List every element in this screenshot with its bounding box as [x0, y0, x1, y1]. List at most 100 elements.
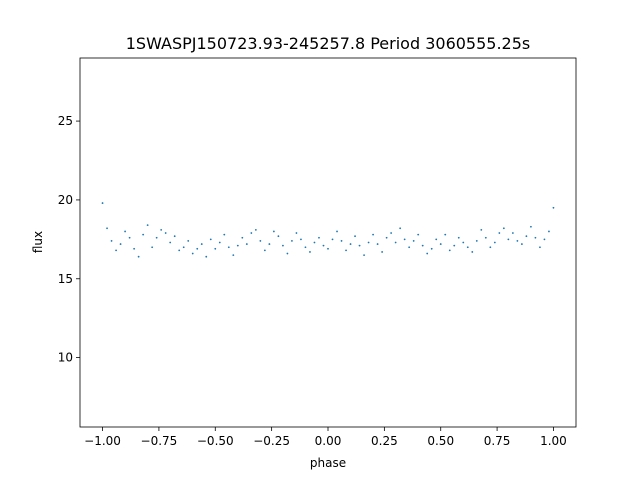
- data-point: [385, 236, 388, 239]
- data-point: [525, 235, 528, 238]
- data-point: [466, 246, 469, 249]
- data-point: [435, 238, 438, 241]
- data-point: [295, 232, 298, 234]
- data-point: [444, 233, 447, 236]
- data-point: [282, 244, 284, 247]
- data-point: [552, 206, 555, 209]
- data-point: [412, 240, 415, 242]
- data-point: [142, 233, 145, 236]
- y-tick-label: 10: [58, 351, 73, 365]
- data-point: [196, 247, 199, 250]
- data-point: [101, 202, 104, 204]
- data-point: [475, 240, 478, 242]
- data-point: [399, 227, 402, 230]
- data-point: [110, 240, 113, 242]
- data-point: [471, 251, 474, 253]
- y-tick-label: 25: [58, 114, 73, 128]
- data-point: [408, 246, 411, 249]
- x-tick-label: 0.25: [371, 434, 398, 448]
- data-point: [178, 249, 181, 252]
- data-point: [106, 227, 108, 230]
- data-point: [318, 236, 320, 239]
- data-point: [205, 255, 208, 258]
- data-point: [169, 241, 172, 244]
- data-point: [417, 233, 420, 236]
- data-point: [489, 246, 492, 249]
- data-point: [498, 232, 501, 234]
- data-point: [164, 232, 167, 234]
- data-point: [137, 255, 140, 258]
- data-point: [191, 252, 194, 255]
- x-tick-label: 1.00: [540, 434, 567, 448]
- data-point: [214, 247, 217, 250]
- data-point: [182, 246, 185, 249]
- data-point: [304, 246, 307, 249]
- x-tick-label: 0.00: [315, 434, 342, 448]
- data-point: [534, 236, 537, 239]
- y-axis-label: flux: [31, 231, 45, 253]
- data-point: [128, 236, 131, 239]
- data-point: [187, 240, 190, 242]
- data-point: [511, 232, 514, 234]
- data-point: [241, 236, 244, 239]
- data-point: [358, 244, 361, 247]
- data-point: [250, 232, 253, 234]
- data-point: [232, 254, 235, 257]
- data-point: [209, 238, 212, 241]
- data-point: [173, 235, 176, 238]
- data-point: [259, 240, 262, 242]
- data-point: [439, 243, 442, 245]
- data-point: [480, 228, 483, 231]
- x-axis-ticks: −1.00 −0.75 −0.50 −0.25 0.00 0.25 0.50 0.75 1.00: [84, 427, 567, 448]
- data-point: [376, 243, 379, 245]
- x-tick-label: −1.00: [84, 434, 121, 448]
- data-point: [336, 230, 338, 233]
- data-point: [457, 236, 460, 239]
- data-points: [101, 202, 555, 258]
- data-point: [277, 235, 280, 238]
- data-point: [155, 236, 158, 239]
- data-point: [146, 224, 149, 227]
- data-point: [340, 240, 343, 242]
- data-point: [236, 244, 239, 247]
- data-point: [254, 228, 257, 231]
- x-tick-label: −0.25: [253, 434, 290, 448]
- x-tick-label: −0.75: [141, 434, 178, 448]
- data-point: [300, 238, 302, 241]
- data-point: [268, 243, 271, 245]
- data-point: [372, 233, 374, 236]
- data-point: [309, 251, 311, 253]
- data-point: [539, 246, 541, 249]
- data-point: [403, 238, 406, 241]
- data-point: [493, 241, 496, 244]
- data-point: [462, 241, 465, 244]
- y-tick-label: 20: [58, 193, 73, 207]
- data-point: [322, 244, 325, 247]
- data-point: [200, 243, 203, 245]
- data-point: [543, 238, 546, 241]
- data-point: [354, 235, 356, 238]
- y-tick-label: 15: [58, 272, 73, 286]
- y-axis-ticks: 10 15 20 25: [58, 114, 80, 365]
- data-point: [426, 252, 429, 255]
- x-tick-label: 0.50: [427, 434, 454, 448]
- data-point: [345, 249, 347, 252]
- data-point: [263, 249, 266, 252]
- data-point: [349, 243, 352, 245]
- x-axis-label: phase: [310, 456, 346, 470]
- data-point: [115, 249, 117, 252]
- data-point: [430, 247, 433, 250]
- data-point: [390, 232, 393, 234]
- data-point: [227, 246, 230, 249]
- x-tick-label: −0.50: [197, 434, 234, 448]
- data-point: [223, 233, 226, 236]
- data-point: [448, 249, 451, 252]
- data-point: [484, 236, 487, 239]
- data-point: [291, 240, 293, 242]
- data-point: [327, 247, 329, 250]
- data-point: [286, 252, 289, 255]
- x-tick-label: 0.75: [484, 434, 511, 448]
- data-point: [218, 241, 221, 244]
- data-point: [394, 241, 397, 244]
